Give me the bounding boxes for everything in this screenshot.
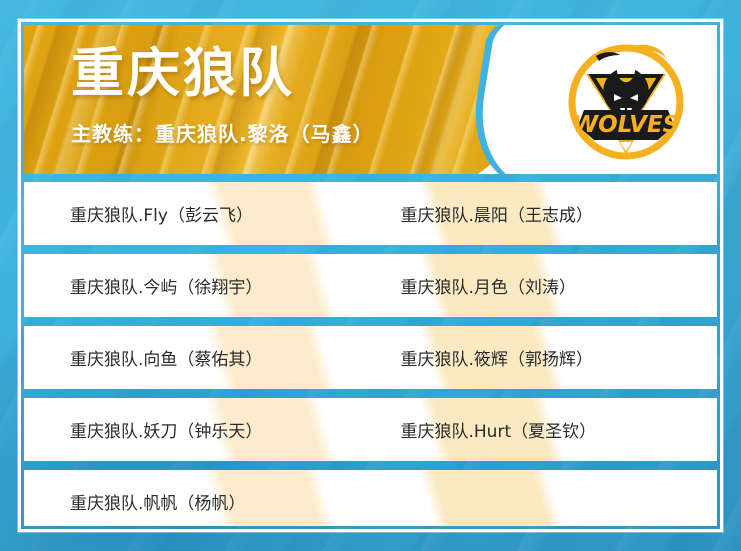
player-name-cell: 重庆狼队.筱辉（郭扬辉） [400,350,593,370]
table-row: 重庆狼队.帆帆（杨帆） [24,470,717,526]
player-name-cell: 重庆狼队.帆帆（杨帆） [70,494,246,514]
table-row: 重庆狼队.妖刀（钟乐天） 重庆狼队.Hurt（夏圣钦） [24,398,717,461]
header-text-block: 重庆狼队 主教练：重庆狼队.黎洛（马鑫） [71,43,374,147]
poster-header: 重庆狼队 主教练：重庆狼队.黎洛（马鑫） [24,25,717,174]
player-name-cell: 重庆狼队.Hurt（夏圣钦） [400,422,597,442]
poster-frame-border: 重庆狼队 主教练：重庆狼队.黎洛（马鑫） [18,19,723,532]
header-gold-band [24,25,552,174]
head-coach-label: 主教练：重庆狼队.黎洛（马鑫） [71,122,374,147]
table-row: 重庆狼队.今屿（徐翔宇） 重庆狼队.月色（刘涛） [24,254,717,317]
table-row: 重庆狼队.Fly（彭云飞） 重庆狼队.晨阳（王志成） [24,182,717,245]
poster-frame-inner: 重庆狼队 主教练：重庆狼队.黎洛（马鑫） [24,25,717,526]
player-name-cell: 重庆狼队.今屿（徐翔宇） [70,278,263,298]
team-name-title: 重庆狼队 [71,43,295,104]
player-name-cell: 重庆狼队.月色（刘涛） [400,278,576,298]
player-name-cell-empty [371,470,718,526]
table-row: 重庆狼队.向鱼（蔡佑其） 重庆狼队.筱辉（郭扬辉） [24,326,717,389]
player-name-cell: 重庆狼队.妖刀（钟乐天） [70,422,263,442]
wolves-wordmark: WOLVES [573,112,680,138]
player-name-cell: 重庆狼队.向鱼（蔡佑其） [70,350,263,370]
wolves-logo: WOLVES [562,36,690,164]
player-name-cell: 重庆狼队.Fly（彭云飞） [70,206,253,226]
roster-list: 重庆狼队.Fly（彭云飞） 重庆狼队.晨阳（王志成） 重庆狼队.今屿（徐翔宇） … [24,182,717,526]
player-name-cell: 重庆狼队.晨阳（王志成） [400,206,593,226]
